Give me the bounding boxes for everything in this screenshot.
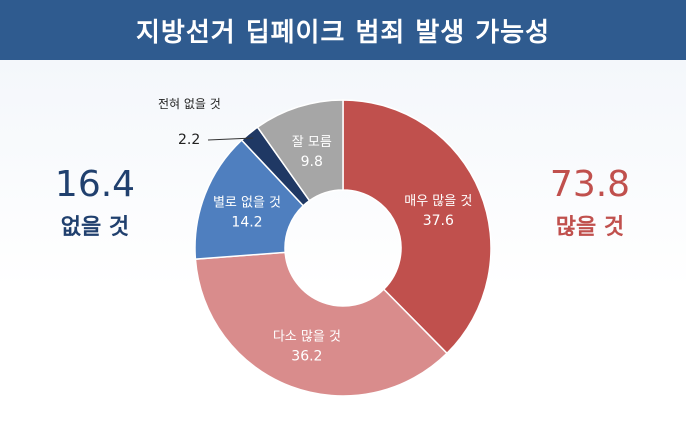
leader-line-전혀-없을-것	[207, 137, 254, 141]
positive-total-label: 많을 것	[555, 214, 625, 240]
negative-total-value: 16.4	[54, 164, 136, 205]
positive-summary: 73.8 많을 것	[515, 165, 665, 241]
slice-value-다소-많을-것: 36.2	[291, 348, 322, 364]
donut-slice-별로-없을-것	[194, 139, 305, 260]
slice-value-잘-모름: 9.8	[301, 154, 323, 170]
slice-label-전혀-없을-것: 전혀 없을 것	[158, 97, 221, 111]
slice-value-전혀-없을-것: 2.2	[178, 132, 200, 148]
slice-value-별로-없을-것: 14.2	[231, 215, 262, 231]
positive-total-value: 73.8	[549, 164, 631, 205]
donut-slice-잘-모름	[256, 99, 344, 202]
negative-summary: 16.4 없을 것	[20, 165, 170, 241]
donut-slice-다소-많을-것	[194, 251, 449, 397]
negative-total-label: 없을 것	[60, 214, 130, 240]
slice-label-잘-모름: 잘 모름	[292, 135, 332, 150]
chart-title: 지방선거 딥페이크 범죄 발생 가능성	[135, 17, 550, 48]
slice-label-별로-없을-것: 별로 없을 것	[213, 196, 281, 211]
title-banner: 지방선거 딥페이크 범죄 발생 가능성	[0, 0, 686, 60]
donut-slice-매우-많을-것	[342, 99, 492, 355]
slice-label-다소-많을-것: 다소 많을 것	[273, 329, 341, 344]
slice-value-매우-많을-것: 37.6	[423, 213, 454, 229]
slice-label-매우-많을-것: 매우 많을 것	[404, 194, 472, 209]
